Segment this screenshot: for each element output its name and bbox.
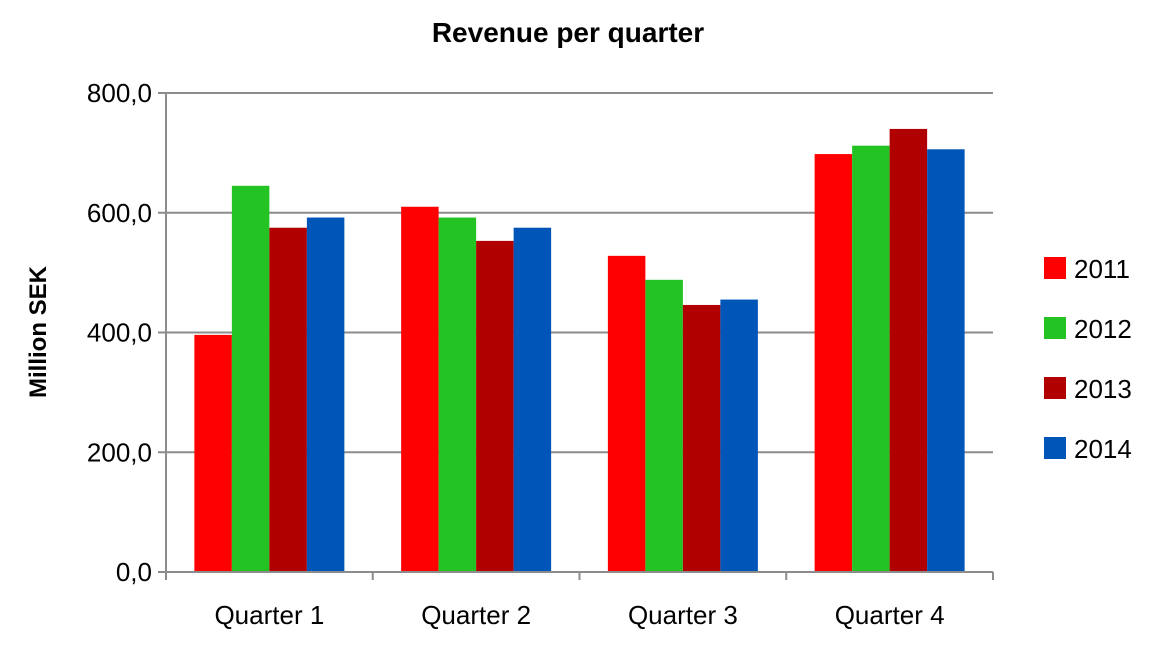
bar-2011-quarter-1: [194, 334, 232, 572]
y-tick-label: 0,0: [116, 557, 152, 587]
legend-swatch-2012: [1044, 317, 1066, 339]
x-tick-label: Quarter 1: [214, 600, 324, 630]
legend-label-2014: 2014: [1074, 434, 1132, 464]
legend-label-2012: 2012: [1074, 314, 1132, 344]
y-tick-label: 600,0: [87, 198, 152, 228]
legend-swatch-2013: [1044, 377, 1066, 399]
bar-2014-quarter-2: [513, 227, 552, 572]
y-tick-label: 800,0: [87, 78, 152, 108]
y-tick-labels: 0,0 200,0 400,0 600,0 800,0: [87, 78, 152, 587]
legend-swatch-2011: [1044, 257, 1066, 279]
bar-2014-quarter-3: [720, 299, 758, 572]
y-tick-label: 200,0: [87, 437, 152, 467]
bar-2013-quarter-3: [682, 304, 721, 572]
legend-label-2013: 2013: [1074, 374, 1132, 404]
bar-2013-quarter-1: [269, 227, 307, 572]
legend: 2011 2012 2013 2014: [1044, 254, 1132, 464]
legend-label-2011: 2011: [1074, 254, 1130, 284]
bar-2012-quarter-3: [645, 279, 683, 572]
bar-2012-quarter-2: [438, 217, 477, 573]
bar-2011-quarter-2: [401, 206, 439, 572]
bar-2012-quarter-4: [852, 145, 890, 572]
x-tick-labels: Quarter 1 Quarter 2 Quarter 3 Quarter 4: [214, 600, 944, 630]
bar-2014-quarter-1: [306, 217, 345, 573]
bar-2012-quarter-1: [231, 185, 270, 572]
bar-2011-quarter-4: [814, 154, 853, 572]
x-tick-label: Quarter 4: [835, 600, 945, 630]
y-tick-label: 400,0: [87, 318, 152, 348]
bar-2013-quarter-2: [476, 240, 514, 573]
x-tick-label: Quarter 2: [421, 600, 531, 630]
bars: [194, 128, 965, 573]
bar-2011-quarter-3: [607, 255, 646, 573]
bar-2013-quarter-4: [889, 128, 928, 573]
y-axis-label: Million SEK: [25, 265, 52, 398]
x-tick-label: Quarter 3: [628, 600, 738, 630]
legend-swatch-2014: [1044, 437, 1066, 459]
axes: [158, 92, 994, 580]
chart-title: Revenue per quarter: [432, 17, 704, 48]
bar-2014-quarter-4: [927, 149, 965, 572]
